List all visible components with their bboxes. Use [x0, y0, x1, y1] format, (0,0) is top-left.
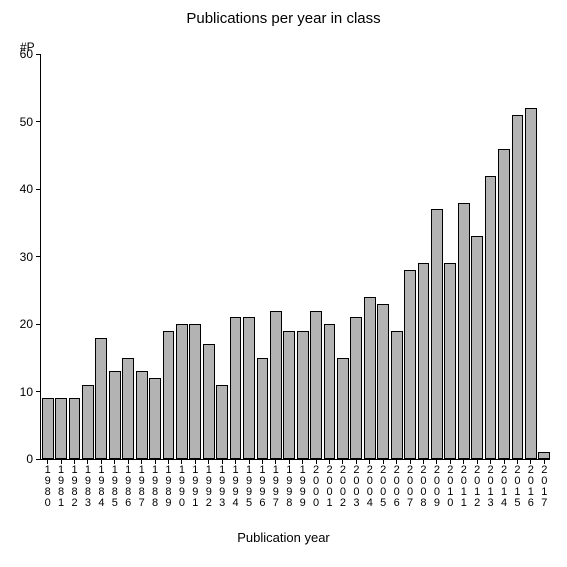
x-tick-label: 2017 [538, 465, 551, 509]
x-tick-label: 1985 [108, 465, 121, 509]
x-tick-label: 2009 [430, 465, 443, 509]
bar [512, 115, 524, 459]
x-tick-label: 1996 [256, 465, 269, 509]
bar [243, 317, 255, 459]
bar [310, 311, 322, 460]
bar [95, 338, 107, 460]
x-tick-label: 2007 [403, 465, 416, 509]
bar [283, 331, 295, 459]
y-tick-label: 10 [20, 385, 41, 399]
bar [337, 358, 349, 459]
x-tick-label: 1999 [296, 465, 309, 509]
bar [136, 371, 148, 459]
y-tick-label: 40 [20, 182, 41, 196]
bar [444, 263, 456, 459]
bar [109, 371, 121, 459]
bar [404, 270, 416, 459]
bar [377, 304, 389, 459]
bar [498, 149, 510, 460]
x-tick-label: 2008 [417, 465, 430, 509]
bar [471, 236, 483, 459]
x-tick-label: 1986 [122, 465, 135, 509]
x-tick-label: 1982 [68, 465, 81, 509]
x-tick-label: 2013 [484, 465, 497, 509]
bar [69, 398, 81, 459]
x-tick-label: 2014 [497, 465, 510, 509]
bar [82, 385, 94, 459]
bar [257, 358, 269, 459]
x-tick-label: 2005 [377, 465, 390, 509]
bar [538, 452, 550, 459]
x-tick-label: 1983 [81, 465, 94, 509]
x-tick-label: 2011 [457, 465, 470, 509]
x-tick-label: 1993 [215, 465, 228, 509]
bar [176, 324, 188, 459]
bar [485, 176, 497, 460]
y-tick-label: 60 [20, 47, 41, 61]
chart-container: Publications per year in class #P 010203… [0, 0, 567, 567]
bar [230, 317, 242, 459]
x-tick-label: 2012 [470, 465, 483, 509]
x-tick-label: 2003 [350, 465, 363, 509]
bar [189, 324, 201, 459]
bars-layer [41, 55, 550, 459]
x-tick-label: 1989 [162, 465, 175, 509]
bar [364, 297, 376, 459]
bar [216, 385, 228, 459]
x-tick-label: 1994 [229, 465, 242, 509]
bar [431, 209, 443, 459]
bar [149, 378, 161, 459]
x-tick-label: 1992 [202, 465, 215, 509]
x-tick-label: 2015 [511, 465, 524, 509]
x-tick-label: 1984 [95, 465, 108, 509]
bar [324, 324, 336, 459]
bar [297, 331, 309, 459]
x-tick-label: 1988 [148, 465, 161, 509]
x-tick-label: 1995 [242, 465, 255, 509]
x-tick-label: 2016 [524, 465, 537, 509]
y-tick-label: 0 [26, 452, 41, 466]
plot-area: 0102030405060198019811982198319841985198… [40, 55, 550, 460]
x-tick-label: 1990 [175, 465, 188, 509]
bar [525, 108, 537, 459]
bar [122, 358, 134, 459]
x-tick-label: 1997 [269, 465, 282, 509]
bar [270, 311, 282, 460]
bar [350, 317, 362, 459]
x-tick-label: 1981 [54, 465, 67, 509]
bar [418, 263, 430, 459]
x-tick-label: 1980 [41, 465, 54, 509]
x-axis-label: Publication year [0, 530, 567, 545]
x-tick-label: 2001 [323, 465, 336, 509]
bar [458, 203, 470, 460]
y-tick-label: 20 [20, 317, 41, 331]
bar [42, 398, 54, 459]
bar [163, 331, 175, 459]
bar [55, 398, 67, 459]
x-tick-label: 2010 [444, 465, 457, 509]
x-tick-label: 1991 [189, 465, 202, 509]
chart-title: Publications per year in class [0, 10, 567, 27]
bar [391, 331, 403, 459]
x-tick-label: 1998 [283, 465, 296, 509]
x-tick-label: 2004 [363, 465, 376, 509]
x-tick-label: 2002 [336, 465, 349, 509]
x-tick-label: 2000 [309, 465, 322, 509]
y-tick-label: 30 [20, 250, 41, 264]
x-tick-label: 2006 [390, 465, 403, 509]
bar [203, 344, 215, 459]
y-tick-label: 50 [20, 115, 41, 129]
x-tick-label: 1987 [135, 465, 148, 509]
